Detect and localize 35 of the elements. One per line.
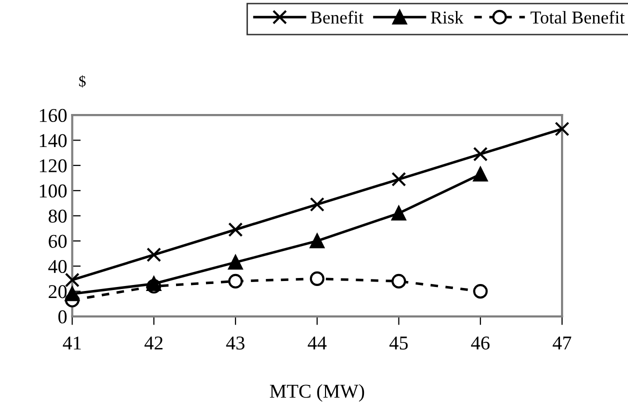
point bbox=[391, 274, 406, 289]
point bbox=[310, 197, 324, 212]
y-tick-label: 60 bbox=[48, 234, 67, 248]
x-tick-label: 43 bbox=[226, 336, 244, 350]
point bbox=[473, 146, 488, 162]
point bbox=[391, 172, 406, 187]
legend-label: Total Benefit bbox=[530, 10, 625, 24]
point bbox=[228, 255, 243, 270]
x-tick-label: 41 bbox=[62, 336, 81, 350]
y-tick-label: 0 bbox=[58, 310, 67, 324]
point bbox=[228, 274, 243, 289]
point bbox=[554, 122, 570, 136]
x-axis-title: MTC (MW) bbox=[270, 384, 364, 402]
y-tick-label: 40 bbox=[48, 260, 67, 274]
point bbox=[391, 206, 406, 221]
y-tick-label: 80 bbox=[48, 210, 67, 223]
y-tick-label: 100 bbox=[40, 184, 67, 198]
point bbox=[228, 222, 243, 237]
x-tick-label: 47 bbox=[552, 336, 572, 350]
legend-label: Benefit bbox=[310, 10, 364, 24]
point bbox=[473, 166, 488, 182]
point bbox=[146, 248, 162, 262]
point bbox=[310, 271, 324, 286]
y-tick-label: 140 bbox=[40, 134, 67, 148]
y-tick-label: 120 bbox=[40, 159, 67, 172]
y-tick-label: 20 bbox=[48, 285, 67, 298]
x-tick-label: 42 bbox=[144, 336, 163, 350]
x-tick-label: 46 bbox=[471, 336, 490, 350]
y-axis-title: $ bbox=[79, 75, 86, 88]
x-tick-label: 45 bbox=[389, 336, 408, 350]
point bbox=[473, 284, 488, 299]
legend-label: Risk bbox=[430, 10, 464, 24]
x-tick-label: 44 bbox=[308, 336, 327, 350]
point bbox=[310, 234, 324, 248]
y-tick-label: 160 bbox=[40, 108, 67, 122]
